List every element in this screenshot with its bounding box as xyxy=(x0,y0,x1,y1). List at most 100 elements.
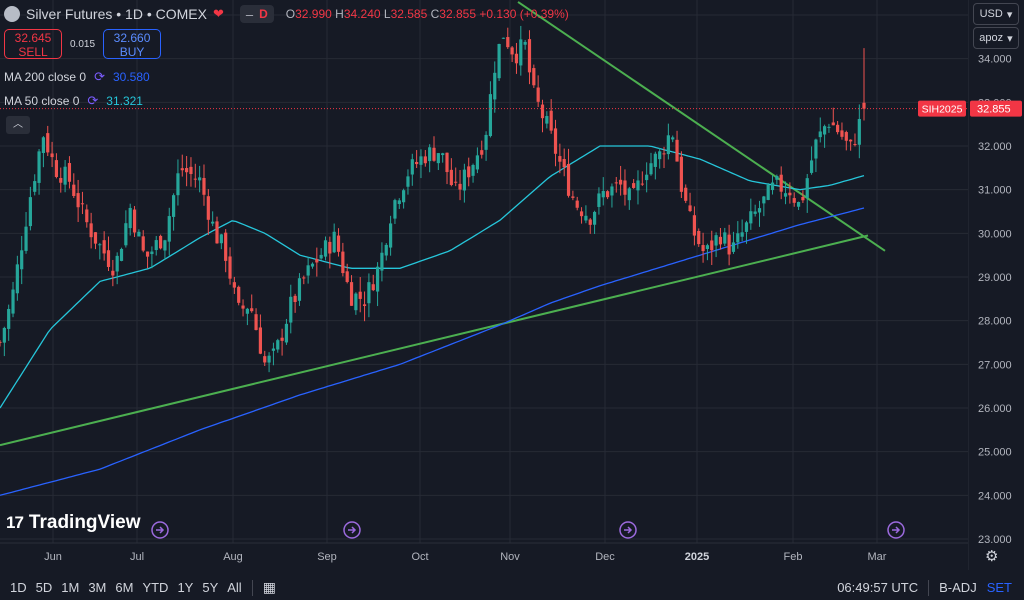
market-status-pill[interactable]: – D xyxy=(239,5,274,23)
candle[interactable] xyxy=(597,187,601,215)
candle[interactable] xyxy=(67,156,72,189)
candle[interactable] xyxy=(627,186,631,210)
candle[interactable] xyxy=(714,232,718,258)
candle[interactable] xyxy=(701,232,705,263)
candle[interactable] xyxy=(115,252,119,285)
adjustment-toggle[interactable]: B-ADJ xyxy=(939,580,977,595)
candle[interactable] xyxy=(406,169,410,195)
candle[interactable] xyxy=(336,228,341,257)
candle[interactable] xyxy=(280,328,284,356)
candle[interactable] xyxy=(0,340,2,347)
range-ytd[interactable]: YTD xyxy=(142,580,169,595)
scale-mode-selector[interactable]: apoz ▾ xyxy=(973,27,1019,49)
candle[interactable] xyxy=(271,342,276,366)
candle[interactable] xyxy=(80,191,85,215)
candle[interactable] xyxy=(111,259,115,287)
candle[interactable] xyxy=(371,274,375,292)
candle[interactable] xyxy=(610,183,614,208)
candle[interactable] xyxy=(345,263,349,284)
candle[interactable] xyxy=(705,243,710,261)
candle[interactable] xyxy=(289,284,293,334)
candle[interactable] xyxy=(85,204,89,228)
candle[interactable] xyxy=(28,186,32,231)
candle[interactable] xyxy=(809,146,814,175)
range-5d[interactable]: 5D xyxy=(35,580,53,595)
candle[interactable] xyxy=(163,239,167,260)
candle[interactable] xyxy=(263,350,267,367)
candle[interactable] xyxy=(783,181,788,205)
candle[interactable] xyxy=(180,154,184,177)
candle[interactable] xyxy=(775,174,779,185)
candle[interactable] xyxy=(358,277,362,313)
candle[interactable] xyxy=(2,326,6,357)
candle[interactable] xyxy=(284,318,289,345)
candle[interactable] xyxy=(219,233,223,250)
candle[interactable] xyxy=(801,190,805,203)
candle[interactable] xyxy=(679,151,683,198)
candle[interactable] xyxy=(757,200,762,227)
refresh-icon[interactable]: ⟳ xyxy=(87,93,99,108)
candle[interactable] xyxy=(579,207,584,224)
candle[interactable] xyxy=(805,173,809,213)
candle[interactable] xyxy=(384,243,388,261)
candle[interactable] xyxy=(436,153,440,171)
candle[interactable] xyxy=(332,223,336,254)
candle[interactable] xyxy=(132,206,137,238)
candle[interactable] xyxy=(323,236,328,261)
candle[interactable] xyxy=(185,155,189,187)
candle[interactable] xyxy=(54,153,59,179)
candle[interactable] xyxy=(93,232,98,250)
candle[interactable] xyxy=(397,198,401,210)
candle[interactable] xyxy=(306,257,310,284)
candle[interactable] xyxy=(198,165,202,193)
candle[interactable] xyxy=(762,195,766,217)
candle[interactable] xyxy=(423,149,427,167)
candle[interactable] xyxy=(666,123,670,160)
candle[interactable] xyxy=(215,216,219,244)
range-1d[interactable]: 1D xyxy=(10,580,27,595)
candle[interactable] xyxy=(380,242,384,282)
candle[interactable] xyxy=(393,198,397,224)
candle[interactable] xyxy=(245,307,249,326)
candle[interactable] xyxy=(37,149,41,195)
candle[interactable] xyxy=(545,111,549,129)
candles[interactable] xyxy=(0,25,968,373)
candle[interactable] xyxy=(549,99,553,134)
calendar-icon[interactable]: ▦ xyxy=(262,579,276,595)
candle[interactable] xyxy=(766,182,770,201)
candle[interactable] xyxy=(462,163,466,203)
candle[interactable] xyxy=(792,192,796,207)
candle[interactable] xyxy=(432,136,436,162)
clock-time[interactable]: 06:49:57 UTC xyxy=(837,580,919,595)
candle[interactable] xyxy=(688,192,692,213)
candle[interactable] xyxy=(692,206,696,246)
candle[interactable] xyxy=(853,133,857,147)
candle[interactable] xyxy=(254,308,258,331)
candle[interactable] xyxy=(619,165,623,196)
candle[interactable] xyxy=(50,141,54,168)
candle[interactable] xyxy=(662,146,666,169)
candle[interactable] xyxy=(532,64,536,88)
candle[interactable] xyxy=(614,176,618,193)
candle[interactable] xyxy=(727,224,731,266)
candle[interactable] xyxy=(193,163,197,188)
trendline[interactable] xyxy=(0,234,869,447)
candle[interactable] xyxy=(428,144,432,173)
candle[interactable] xyxy=(506,27,510,49)
range-1y[interactable]: 1Y xyxy=(177,580,194,595)
candle[interactable] xyxy=(267,352,271,373)
range-all[interactable]: All xyxy=(227,580,242,595)
candle[interactable] xyxy=(176,159,180,206)
candle[interactable] xyxy=(15,255,19,301)
candle[interactable] xyxy=(102,231,106,261)
candle[interactable] xyxy=(454,167,458,187)
candle[interactable] xyxy=(211,211,215,227)
symbol-title[interactable]: Silver Futures • 1D • COMEX xyxy=(26,6,207,22)
refresh-icon[interactable]: ⟳ xyxy=(94,69,105,84)
candle[interactable] xyxy=(145,251,150,269)
candle[interactable] xyxy=(202,164,206,206)
candle[interactable] xyxy=(649,152,653,176)
candle[interactable] xyxy=(566,148,571,198)
candle[interactable] xyxy=(128,203,132,236)
candle[interactable] xyxy=(796,201,801,210)
